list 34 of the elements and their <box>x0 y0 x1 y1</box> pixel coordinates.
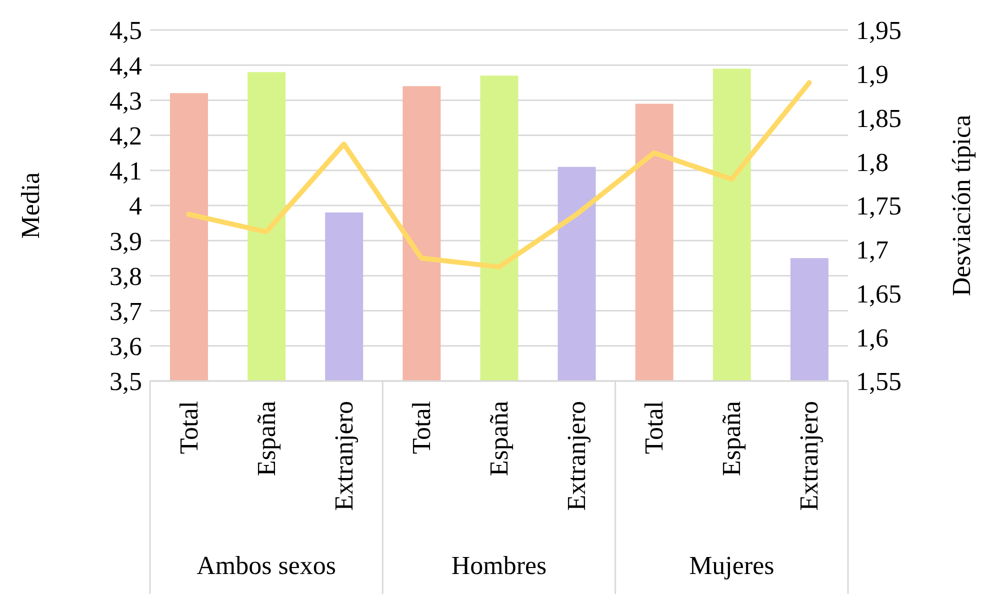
y2-tick-label: 1,7 <box>856 236 888 265</box>
x-tick-label: Extranjero <box>794 401 824 511</box>
y2-tick-label: 1,8 <box>856 148 888 177</box>
text: Hombres <box>451 551 547 580</box>
y2-tick-label: 1,85 <box>856 104 902 133</box>
y2-tick-label: 1,75 <box>856 192 902 221</box>
y-tick-label: 3,7 <box>110 297 142 326</box>
y-tick-label: 3,5 <box>110 367 142 396</box>
x-tick-label: España <box>717 400 746 476</box>
y-tick-label: 4 <box>129 192 142 221</box>
y-tick-label: 3,9 <box>110 226 142 256</box>
y2-tick-label: 1,95 <box>856 16 902 46</box>
y-tick-label: 4,4 <box>110 51 142 80</box>
y-tick-label: 4,5 <box>110 16 142 46</box>
y2-axis-title: Desviación típica <box>947 114 976 296</box>
y2-tick-label: 1,55 <box>856 367 902 396</box>
y2-tick-label: 1,9 <box>856 60 888 90</box>
x-tick-label: Extranjero <box>329 401 358 511</box>
y2-tick-label: 1,6 <box>856 323 888 352</box>
text: Mujeres <box>689 551 774 580</box>
x-tick-label: Extranjero <box>562 401 592 511</box>
y-tick-label: 3,6 <box>110 332 142 362</box>
x-tick-label: España <box>484 400 514 476</box>
y-axis-title: Media <box>16 172 46 239</box>
x-tick-label: Total <box>640 401 669 454</box>
y2-tick-label: 1,65 <box>856 279 902 308</box>
y-tick-label: 4,3 <box>110 86 142 116</box>
text: Ambos sexos <box>196 551 336 580</box>
x-tick-label: Total <box>174 401 204 454</box>
x-tick-label: España <box>252 400 281 476</box>
y-tick-label: 4,1 <box>110 156 142 186</box>
y-tick-label: 3,8 <box>110 262 142 291</box>
x-tick-label: Total <box>406 401 436 454</box>
y-tick-label: 4,2 <box>110 122 142 151</box>
